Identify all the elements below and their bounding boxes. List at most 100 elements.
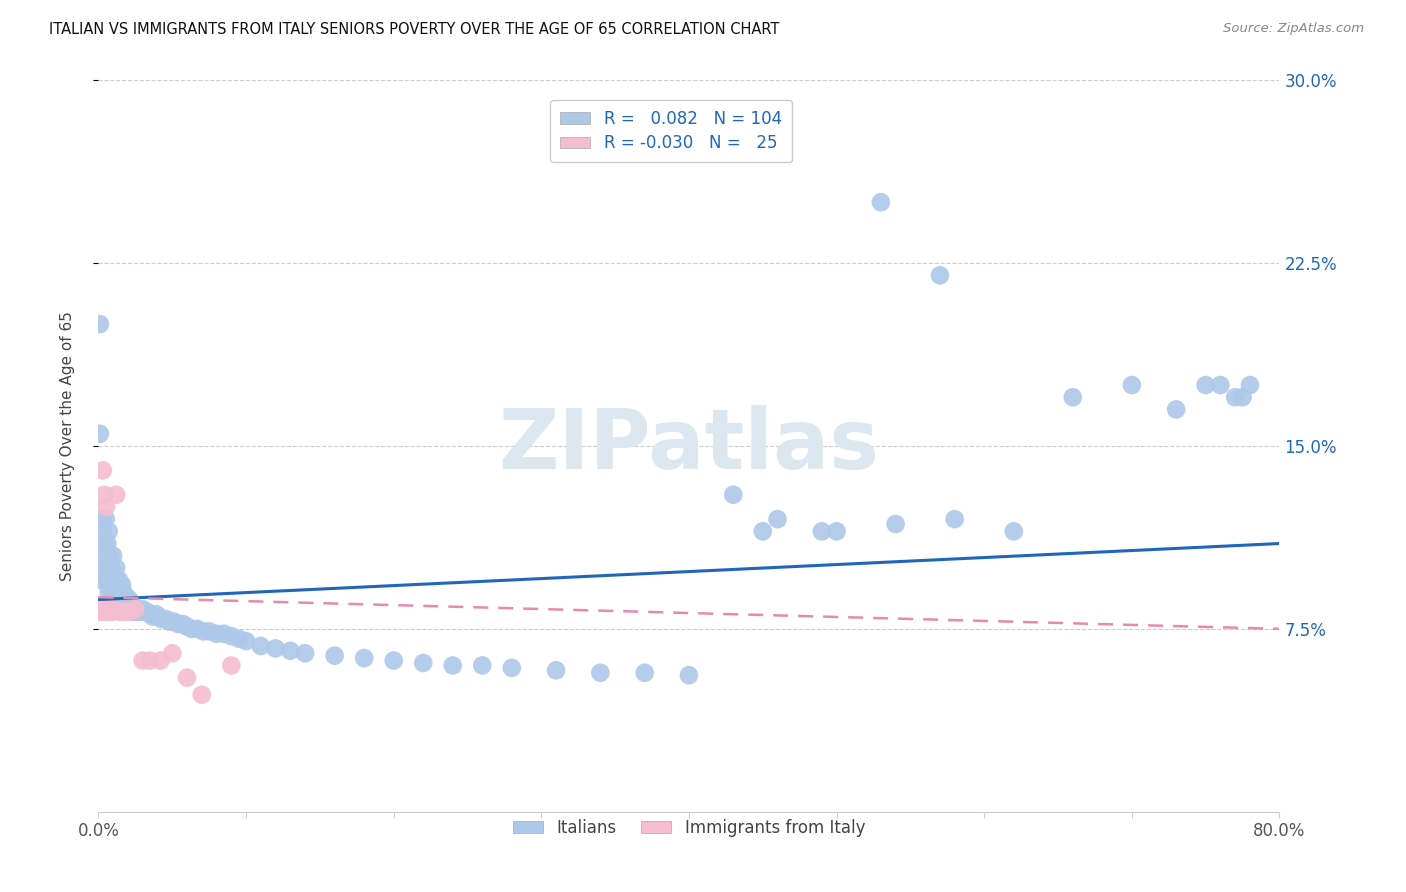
Point [98, 573, 121, 587]
Point [89, 605, 111, 619]
Point [943, 512, 966, 526]
Point [107, 598, 129, 612]
Point [112, 598, 135, 612]
Point [103, 549, 125, 563]
Point [235, 634, 257, 648]
Point [136, 605, 159, 619]
Point [155, 612, 177, 626]
Point [110, 598, 132, 612]
Point [91, 602, 114, 616]
Point [501, 661, 523, 675]
Point [105, 585, 128, 599]
Point [150, 612, 173, 626]
Point [124, 602, 146, 616]
Point [1225, 390, 1247, 404]
Point [114, 602, 136, 616]
Point [1062, 390, 1084, 404]
Point [280, 644, 302, 658]
Point [132, 602, 155, 616]
Point [1002, 524, 1025, 539]
Point [94, 500, 117, 514]
Point [103, 573, 125, 587]
Point [825, 524, 848, 539]
Point [471, 658, 494, 673]
Point [115, 590, 138, 604]
Point [111, 605, 134, 619]
Text: Source: ZipAtlas.com: Source: ZipAtlas.com [1223, 22, 1364, 36]
Point [97, 605, 120, 619]
Text: ITALIAN VS IMMIGRANTS FROM ITALY SENIORS POVERTY OVER THE AGE OF 65 CORRELATION : ITALIAN VS IMMIGRANTS FROM ITALY SENIORS… [49, 22, 779, 37]
Point [118, 592, 141, 607]
Point [90, 573, 112, 587]
Point [124, 602, 146, 616]
Point [94, 605, 117, 619]
Point [108, 590, 131, 604]
Point [412, 656, 434, 670]
Point [108, 605, 131, 619]
Point [766, 512, 789, 526]
Point [100, 585, 122, 599]
Point [110, 585, 132, 599]
Point [176, 671, 198, 685]
Point [148, 609, 170, 624]
Point [90, 512, 112, 526]
Point [103, 602, 125, 616]
Point [90, 605, 112, 619]
Point [634, 665, 657, 680]
Point [93, 573, 115, 587]
Point [191, 688, 214, 702]
Point [111, 592, 134, 607]
Point [163, 615, 186, 629]
Point [94, 512, 117, 526]
Point [98, 605, 121, 619]
Point [108, 573, 131, 587]
Point [89, 317, 111, 331]
Point [91, 524, 114, 539]
Point [120, 598, 142, 612]
Point [114, 605, 136, 619]
Legend: Italians, Immigrants from Italy: Italians, Immigrants from Italy [506, 813, 872, 844]
Point [111, 578, 134, 592]
Point [205, 626, 228, 640]
Point [250, 639, 273, 653]
Point [97, 585, 120, 599]
Point [128, 605, 150, 619]
Point [810, 524, 832, 539]
Point [323, 648, 346, 663]
Point [228, 632, 250, 646]
Point [139, 607, 162, 622]
Point [132, 654, 155, 668]
Point [589, 665, 612, 680]
Point [167, 617, 190, 632]
Point [1209, 378, 1232, 392]
Point [96, 561, 118, 575]
Point [118, 605, 141, 619]
Point [186, 622, 208, 636]
Point [100, 605, 122, 619]
Point [96, 536, 118, 550]
Point [221, 629, 243, 643]
Point [139, 654, 162, 668]
Point [105, 561, 128, 575]
Point [162, 646, 183, 660]
Point [145, 607, 167, 622]
Point [93, 536, 115, 550]
Point [723, 488, 745, 502]
Point [104, 590, 127, 604]
Point [122, 605, 145, 619]
Point [1121, 378, 1143, 392]
Point [884, 516, 907, 531]
Point [264, 641, 287, 656]
Point [1232, 390, 1254, 404]
Point [121, 602, 143, 616]
Point [180, 622, 202, 636]
Point [125, 605, 148, 619]
Point [382, 654, 405, 668]
Point [117, 598, 139, 612]
Point [193, 624, 215, 639]
Point [118, 605, 141, 619]
Point [97, 524, 120, 539]
Point [929, 268, 952, 283]
Point [127, 602, 149, 616]
Point [172, 617, 194, 632]
